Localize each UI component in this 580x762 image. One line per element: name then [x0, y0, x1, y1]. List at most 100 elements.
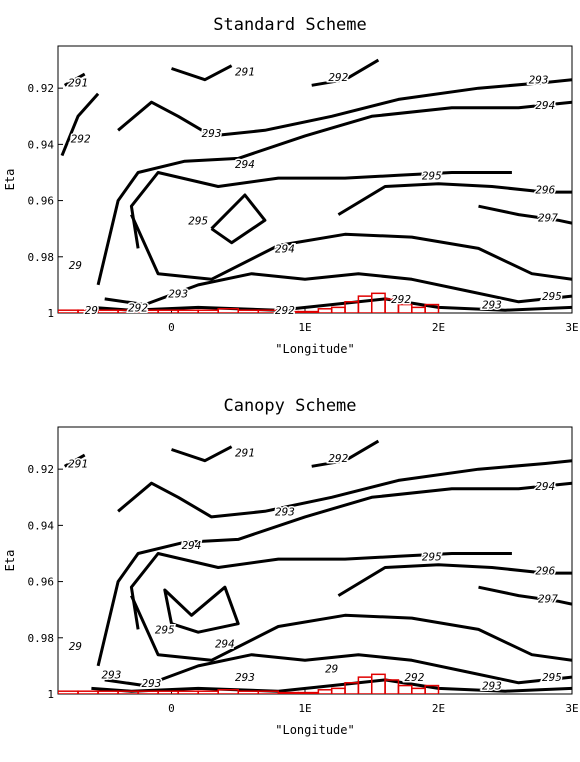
standard-scheme-panel: Standard Scheme 0.92 0.94 0.96 0.98 1 0 1E 2E 3E "… — [3, 15, 579, 356]
y-tick-label: 0.92 — [28, 82, 55, 95]
contour-line-292 — [91, 297, 572, 312]
terrain-bar — [157, 309, 179, 313]
contour-label: 29 — [325, 663, 338, 676]
canopy-scheme-panel: Canopy Scheme 0.92 0.94 0.96 0.98 1 0 1E 2E 3E "Lo… — [0, 381, 580, 762]
contour-label: 293 — [101, 668, 121, 681]
contour-label: 295 — [155, 623, 175, 636]
contour-label: 294 — [215, 637, 235, 650]
contour-line-291 — [63, 72, 86, 87]
contour-label: 293 — [235, 671, 255, 684]
contour-label: 292 — [128, 301, 148, 314]
terrain-bar — [217, 689, 239, 694]
terrain-bar — [237, 690, 260, 694]
terrain-bar — [424, 303, 440, 313]
standard-scheme-chart: Standard Scheme 0.92 0.94 0.96 0.98 1 0 1E 2E 3E "… — [3, 15, 579, 356]
terrain-bar — [411, 306, 426, 313]
y-axis-label: Eta — [3, 169, 17, 191]
contour-label: 295 — [422, 550, 442, 563]
terrain-bar — [197, 690, 219, 694]
x-tick-label: 3E — [565, 702, 578, 715]
canopy-scheme-chart: Canopy Scheme 0.92 0.94 0.96 0.98 1 0 1E 2E 3E "Lo… — [3, 396, 579, 737]
y-tick-label: 1 — [47, 307, 54, 320]
terrain-bar — [411, 687, 426, 694]
contour-label: 292 — [275, 304, 295, 317]
contour-line-294 — [96, 481, 572, 667]
terrain-bar — [424, 684, 440, 694]
y-tick-label: 0.92 — [28, 463, 55, 476]
contour-line-295 — [163, 585, 240, 634]
contour-label: 297 — [538, 592, 558, 605]
terrain-bar — [297, 310, 320, 313]
x-tick-label: 1E — [298, 321, 311, 334]
contour-line-291 — [171, 64, 233, 82]
contour-label: 292 — [391, 293, 411, 306]
terrain-bar — [357, 295, 373, 313]
y-tick-label: 1 — [47, 688, 54, 701]
contour-line-295 — [129, 552, 512, 630]
contour-line-295 — [210, 193, 267, 245]
contour-label: 294 — [275, 242, 295, 255]
contour-line-294 — [96, 100, 572, 286]
contour-label: 293 — [202, 127, 222, 140]
contour-line-296 — [337, 563, 572, 597]
terrain-bar — [197, 309, 219, 313]
contour-label: 292 — [405, 671, 425, 684]
contour-label: 291 — [235, 446, 255, 459]
contour-line-292 — [311, 439, 380, 468]
contour-label: 292 — [328, 452, 348, 465]
terrain-bar — [357, 676, 373, 694]
terrain-bar — [317, 308, 333, 313]
y-tick-label: 0.96 — [28, 195, 55, 208]
x-axis-label: "Longitude" — [275, 342, 354, 356]
contour-label: 29 — [69, 640, 82, 653]
y-axis-label: Eta — [3, 550, 17, 572]
contour-label: 292 — [328, 71, 348, 84]
terrain-bar — [297, 691, 320, 694]
contour-line-292 — [311, 58, 380, 87]
terrain-bar — [97, 690, 119, 694]
terrain-bar — [177, 309, 199, 313]
contour-line-293 — [104, 653, 572, 688]
contour-line-294 — [130, 594, 572, 662]
y-tick-label: 0.94 — [28, 519, 55, 532]
terrain-bar — [237, 309, 260, 313]
terrain-bar — [77, 690, 99, 694]
y-tick-label: 0.94 — [28, 138, 55, 151]
contour-label: 291 — [235, 65, 255, 78]
contour-label: 296 — [535, 183, 555, 196]
contour-line-291 — [171, 445, 233, 463]
terrain-bar — [177, 690, 199, 694]
terrain-bar — [117, 690, 139, 694]
contour-line-293 — [104, 272, 572, 307]
contour-label: 295 — [188, 214, 208, 227]
terrain-bar — [97, 309, 119, 313]
terrain-bar — [58, 309, 79, 313]
terrain-bar — [58, 690, 79, 694]
plot-area — [58, 439, 572, 694]
terrain-bar — [330, 687, 346, 694]
x-tick-label: 3E — [565, 321, 578, 334]
contour-line-293 — [117, 459, 572, 519]
contour-label: 294 — [535, 480, 555, 493]
contour-line-292 — [91, 678, 572, 693]
terrain-bar — [157, 690, 179, 694]
contour-label: 29 — [69, 259, 82, 272]
x-tick-label: 1E — [298, 702, 311, 715]
contour-label: 294 — [535, 99, 555, 112]
contour-line-292 — [60, 92, 100, 157]
x-axis-label: "Longitude" — [275, 723, 354, 737]
contour-label: 291 — [68, 458, 88, 471]
terrain-bar — [370, 673, 386, 694]
contour-label: 291 — [68, 77, 88, 90]
x-tick-label: 2E — [432, 321, 445, 334]
contour-line-291 — [63, 453, 86, 468]
contour-label: 293 — [275, 505, 295, 518]
contour-label: 294 — [235, 158, 255, 171]
y-tick-label: 0.96 — [28, 576, 55, 589]
plot-area — [58, 58, 572, 313]
contour-label: 29 — [85, 304, 98, 317]
contour-label: 295 — [542, 290, 562, 303]
chart-title: Standard Scheme — [213, 15, 367, 35]
contour-line-295 — [129, 171, 512, 249]
contour-line-293 — [117, 78, 572, 138]
